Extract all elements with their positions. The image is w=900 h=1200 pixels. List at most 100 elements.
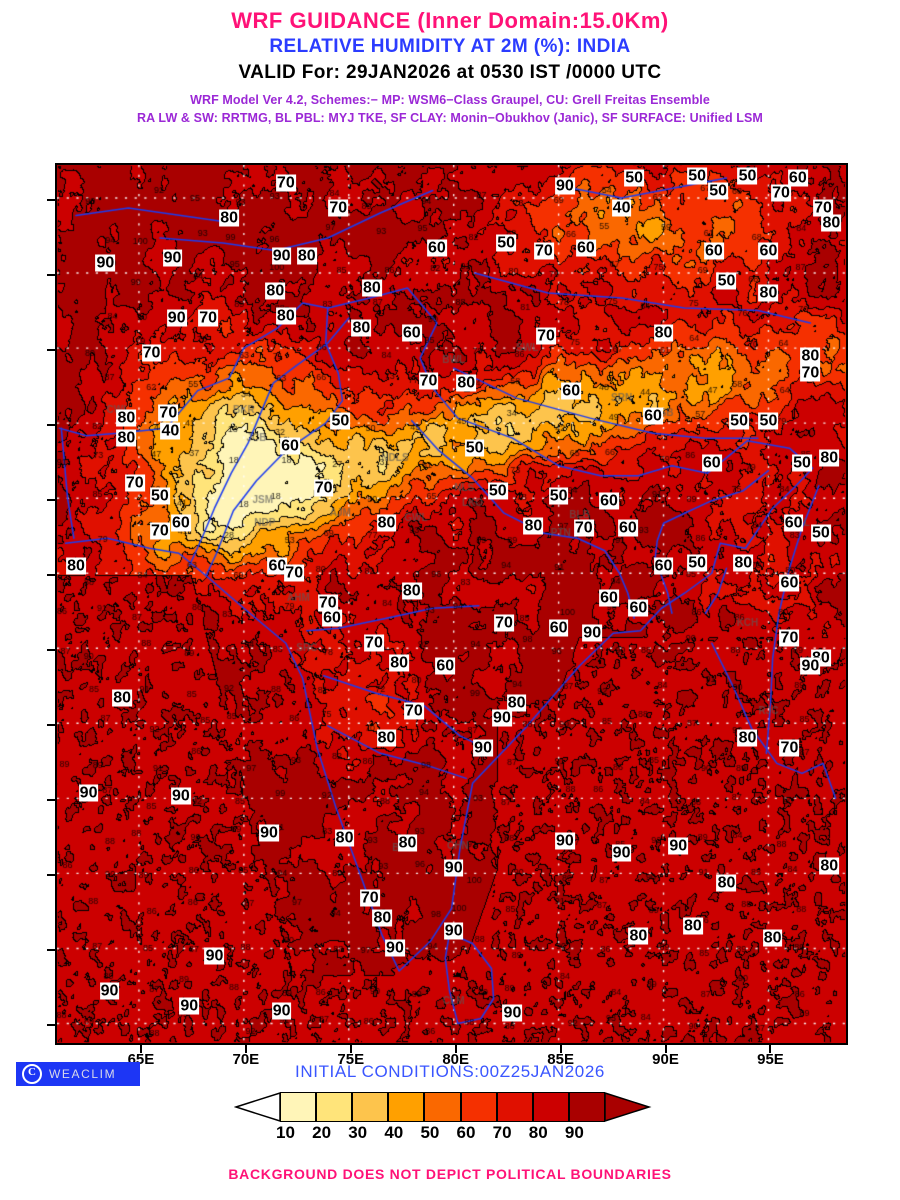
model-config-line-1: WRF Model Ver 4.2, Schemes:− MP: WSM6−Cl… [190, 93, 710, 107]
contour-label: 50 [716, 272, 737, 290]
contour-label: 90 [385, 939, 405, 957]
contour-label: 90 [95, 254, 116, 272]
humidity-map[interactable]: 70 50 50 50 60 80 70 90 40 50 70 70 80 90 90 90 80 60 50 70… [55, 163, 848, 1045]
lon-label-85E: 85E [547, 1051, 574, 1068]
contour-label: 90 [271, 247, 292, 265]
lon-tick [664, 1045, 667, 1053]
lat-tick [47, 424, 55, 427]
lon-tick [349, 1045, 352, 1053]
contour-label: 60 [561, 382, 582, 400]
contour-label: 50 [624, 169, 645, 187]
contour-label: 70 [494, 614, 514, 632]
lat-tick [47, 574, 55, 577]
contour-label: 70 [284, 564, 305, 582]
contour-label: 60 [779, 574, 800, 592]
contour-label: 60 [653, 557, 674, 575]
weaclim-label: WEACLIM [49, 1067, 117, 1081]
lat-tick [47, 499, 55, 502]
contour-label: 80 [456, 374, 477, 392]
model-config-line-2: RA LW & SW: RRTMG, BL PBL: MYJ TKE, SF C… [137, 111, 763, 125]
contour-label: 60 [427, 239, 447, 257]
contour-label: 80 [628, 927, 649, 945]
colorbar-tick-20: 20 [312, 1123, 332, 1142]
disclaimer-text: BACKGROUND DOES NOT DEPICT POLITICAL BOU… [228, 1166, 672, 1182]
contour-label: 90 [611, 844, 632, 862]
colorbar-tick-60: 60 [456, 1123, 476, 1142]
contour-label: 50 [687, 167, 708, 184]
lon-label-75E: 75E [337, 1051, 365, 1068]
lat-tick [47, 649, 55, 652]
contour-label: 60 [599, 492, 619, 510]
lon-tick [454, 1045, 457, 1053]
contour-label: 70 [328, 199, 349, 217]
contour-label: 80 [653, 324, 674, 342]
lon-tick [244, 1045, 247, 1053]
lat-tick [47, 724, 55, 727]
contour-label: 50 [729, 412, 749, 430]
contour-label: 70 [317, 594, 338, 612]
contour-label: 90 [170, 787, 191, 805]
colorbar-tick-30: 30 [348, 1123, 368, 1142]
colorbar-swatch-80 [532, 1092, 569, 1122]
contour-label: 90 [502, 1004, 523, 1022]
contour-label: 80 [800, 347, 821, 365]
contour-label: 40 [160, 422, 181, 440]
contour-label: 80 [819, 857, 840, 875]
contour-label: 50 [792, 454, 812, 472]
contour-label: 60 [628, 599, 649, 617]
contour-label: 80 [219, 209, 240, 227]
contour-label: 50 [496, 234, 517, 252]
lon-tick [139, 1045, 142, 1053]
contour-label: 80 [821, 214, 842, 232]
lon-label-90E: 90E [652, 1051, 679, 1068]
weaclim-logo[interactable]: C WEACLIM [16, 1062, 140, 1086]
contour-label: 60 [787, 169, 808, 187]
contour-label: 80 [116, 429, 137, 447]
contour-label: 70 [313, 479, 334, 497]
contour-label: 80 [523, 517, 544, 535]
contour-label: 90 [443, 859, 464, 877]
contour-label: 60 [783, 514, 804, 532]
contour-label: 60 [575, 239, 596, 257]
contour-label: 50 [150, 487, 170, 505]
contour-label: 60 [170, 514, 191, 532]
contour-label: 60 [703, 242, 724, 260]
lat-tick [47, 1024, 55, 1027]
contour-label: 70 [779, 739, 800, 757]
contour-label: 60 [435, 657, 456, 675]
page-subtitle: RELATIVE HUMIDITY AT 2M (%): INDIA [269, 36, 631, 57]
colorbar[interactable]: 10 20 30 40 50 60 70 80 90 [232, 1092, 652, 1142]
contour-label: 80 [275, 307, 296, 325]
colorbar-swatch-90 [568, 1092, 605, 1122]
contour-label: 70 [150, 522, 170, 540]
contour-label: 60 [322, 609, 342, 627]
contour-label: 70 [275, 174, 296, 192]
contour-label: 60 [643, 407, 663, 425]
contour-label: 80 [401, 582, 422, 600]
contour-label: 80 [361, 279, 382, 297]
contour-label: 60 [599, 589, 619, 607]
lat-tick [47, 274, 55, 277]
lat-tick [47, 949, 55, 952]
contour-label: 90 [668, 837, 689, 855]
valid-time-line: VALID For: 29JAN2026 at 0530 IST /0000 U… [238, 62, 662, 83]
lat-tick [47, 874, 55, 877]
contour-label: 80 [737, 729, 758, 747]
contour-label: 80 [819, 449, 840, 467]
contour-label: 50 [487, 482, 508, 500]
contour-label: 80 [116, 409, 137, 427]
contour-label: 70 [141, 344, 162, 362]
colorbar-swatch-20 [316, 1092, 353, 1122]
colorbar-tick-10: 10 [276, 1123, 295, 1142]
contour-label: 70 [403, 702, 424, 720]
contour-label: 70 [800, 364, 821, 382]
contour-label: 50 [811, 524, 831, 542]
lat-tick [47, 199, 55, 202]
contour-label: 90 [162, 249, 183, 267]
contour-label: 60 [548, 619, 569, 637]
contour-label: 50 [737, 167, 758, 184]
contour-label: 80 [716, 874, 737, 892]
lat-tick [47, 349, 55, 352]
contour-label: 70 [779, 629, 800, 647]
contour-label: 80 [389, 654, 410, 672]
